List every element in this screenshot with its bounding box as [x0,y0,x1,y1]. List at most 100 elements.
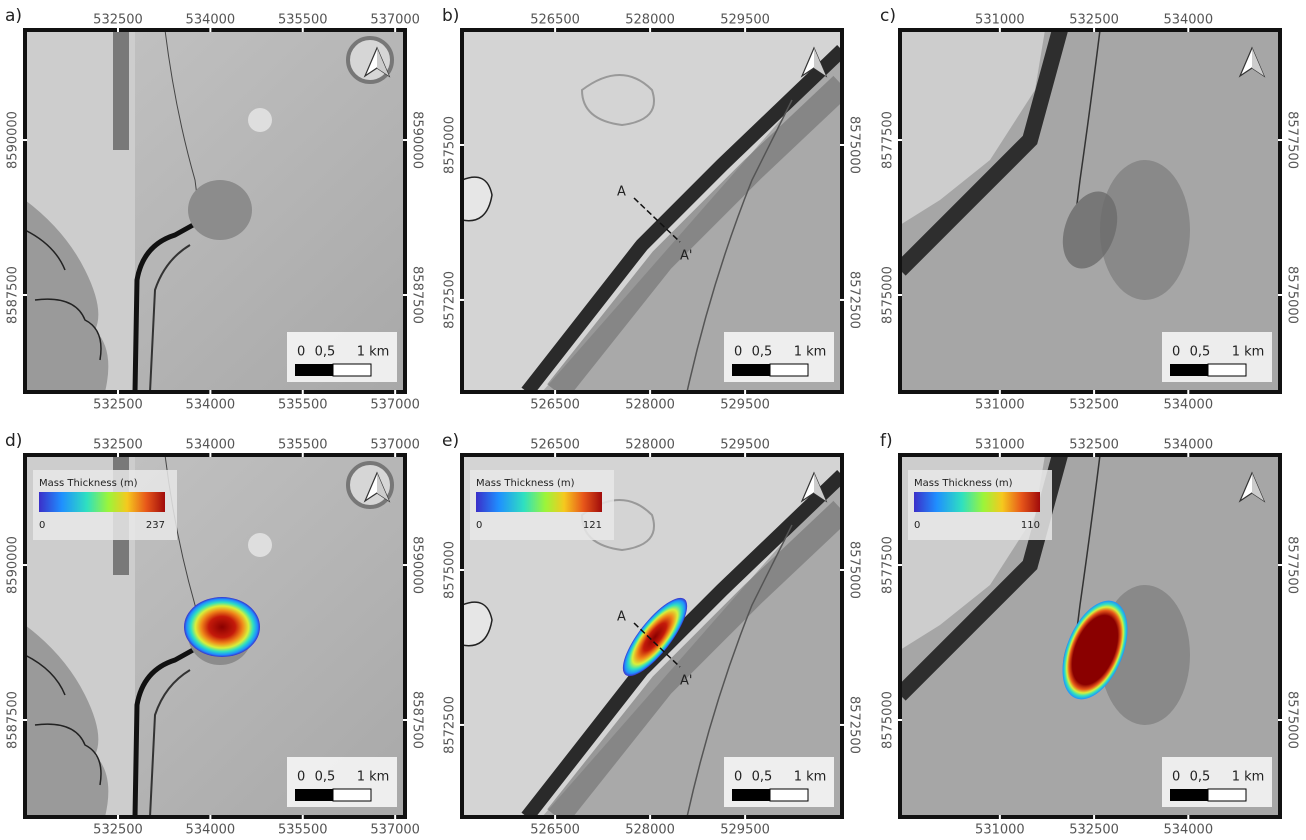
x-tick-label-bottom: 532500 [93,823,143,838]
y-tick-label-right: 8590000 [410,111,425,169]
y-tick-label-left: 8590000 [6,111,21,169]
plain [900,30,1045,225]
y-tick-label-left: 8590000 [6,536,21,594]
crack [686,99,793,392]
y-tick-label-right: 8575000 [847,116,862,174]
y-tick-label-left: 8572500 [443,271,458,329]
colorbar [476,492,602,512]
y-tick-label-right: 8577500 [1285,536,1300,594]
y-tick-label-right: 8587500 [410,266,425,324]
islet [462,601,493,647]
x-tick-label-bottom: 531000 [975,823,1025,838]
map-panel: a) 0 0,5 1 km 532500 532500 534000 534000 535500… [5,6,425,413]
y-tick-label-left: 8577500 [881,536,896,594]
islet [462,176,493,222]
scale-bar-white [332,363,372,377]
scale-bar-black [295,364,333,376]
x-tick-label-top: 534000 [186,438,236,453]
scale-label: 1 km [1232,770,1265,785]
x-tick-label-bottom: 537000 [370,398,420,413]
x-tick-label-top: 534000 [186,13,236,28]
scale-label: 0 [297,345,305,360]
mass-thickness [184,597,260,657]
map-panel: c) 0 0,5 1 km 531000 531000 532500 532500 534000… [880,6,1300,413]
panel-label: b) [442,6,459,26]
x-tick-label-top: 531000 [975,438,1025,453]
scale-bar-white [332,788,372,802]
x-tick-label-top: 528000 [625,13,675,28]
y-tick-label-right: 8577500 [1285,111,1300,169]
x-tick-label-top: 529500 [720,438,770,453]
y-tick-label-left: 8587500 [6,266,21,324]
north-arrow-shade [814,473,826,501]
y-tick-label-right: 8572500 [847,696,862,754]
scale-label: 1 km [357,345,390,360]
y-tick-label-right: 8575000 [1285,266,1300,324]
legend-title: Mass Thickness (m) [476,478,575,489]
scale-label: 1 km [357,770,390,785]
panel-label: c) [880,6,896,26]
x-tick-label-top: 526500 [530,13,580,28]
x-tick-label-bottom: 526500 [530,398,580,413]
x-tick-label-top: 535500 [278,13,328,28]
x-tick-label-top: 532500 [93,438,143,453]
x-tick-label-bottom: 537000 [370,823,420,838]
y-tick-label-left: 8577500 [881,111,896,169]
x-tick-label-bottom: 534000 [1163,823,1213,838]
north-arrow-shade [377,48,389,76]
x-tick-label-bottom: 526500 [530,823,580,838]
x-tick-label-bottom: 531000 [975,398,1025,413]
x-tick-label-bottom: 534000 [186,823,236,838]
map-panel: e) A A' 0 0,5 1 km Mass Thickness (m) 0 121 52650… [442,431,862,838]
map-area: 0 0,5 1 km Mass Thickness (m) 0 237 [25,455,405,817]
north-arrow-shade [814,48,826,76]
scale-bar-black [1170,364,1208,376]
cliff [521,44,842,392]
y-tick-label-left: 8575000 [881,266,896,324]
coast [25,200,109,392]
north-arrow-shade [377,473,389,501]
scale-bar-black [1170,789,1208,801]
map-frame [460,28,844,394]
scale-bar-white [1207,788,1247,802]
scale-label: 0,5 [752,345,773,360]
cliff-band [547,75,842,392]
legend-max: 237 [146,520,165,531]
plain [462,30,842,392]
map-panel: d) 0 0,5 1 km Mass Thickness (m) 0 237 532500 53… [5,431,425,838]
profile-start: A [617,185,626,200]
x-tick-label-top: 532500 [93,13,143,28]
map-area: A A' 0 0,5 1 km [462,30,842,392]
scale-bar-white [769,363,809,377]
x-tick-label-bottom: 528000 [625,398,675,413]
x-tick-label-top: 534000 [1163,438,1213,453]
cliff [132,647,195,817]
scale-bar-black [295,789,333,801]
colorbar [39,492,165,512]
scale-label: 0 [297,770,305,785]
y-tick-label-right: 8575000 [1285,691,1300,749]
profile-line [633,197,681,243]
map-frame [898,453,1282,819]
scale-label: 0,5 [1190,770,1211,785]
panel-label: a) [5,6,22,26]
scale-label: 0 [1172,770,1180,785]
crack [1069,455,1101,686]
hill [248,533,272,557]
legend-min: 0 [914,520,920,531]
x-tick-label-top: 529500 [720,13,770,28]
y-tick-label-right: 8572500 [847,271,862,329]
scale-label: 0,5 [1190,345,1211,360]
x-tick-label-top: 534000 [1163,13,1213,28]
panel-label: e) [442,431,459,451]
x-tick-label-top: 532500 [1069,13,1119,28]
legend-max: 110 [1021,520,1040,531]
y-tick-label-left: 8575000 [443,116,458,174]
map-frame [460,453,844,819]
x-tick-label-bottom: 534000 [186,398,236,413]
scale-bar-black [732,789,770,801]
scale-label: 1 km [794,770,827,785]
cliff-2 [149,669,191,817]
x-tick-label-top: 537000 [370,13,420,28]
